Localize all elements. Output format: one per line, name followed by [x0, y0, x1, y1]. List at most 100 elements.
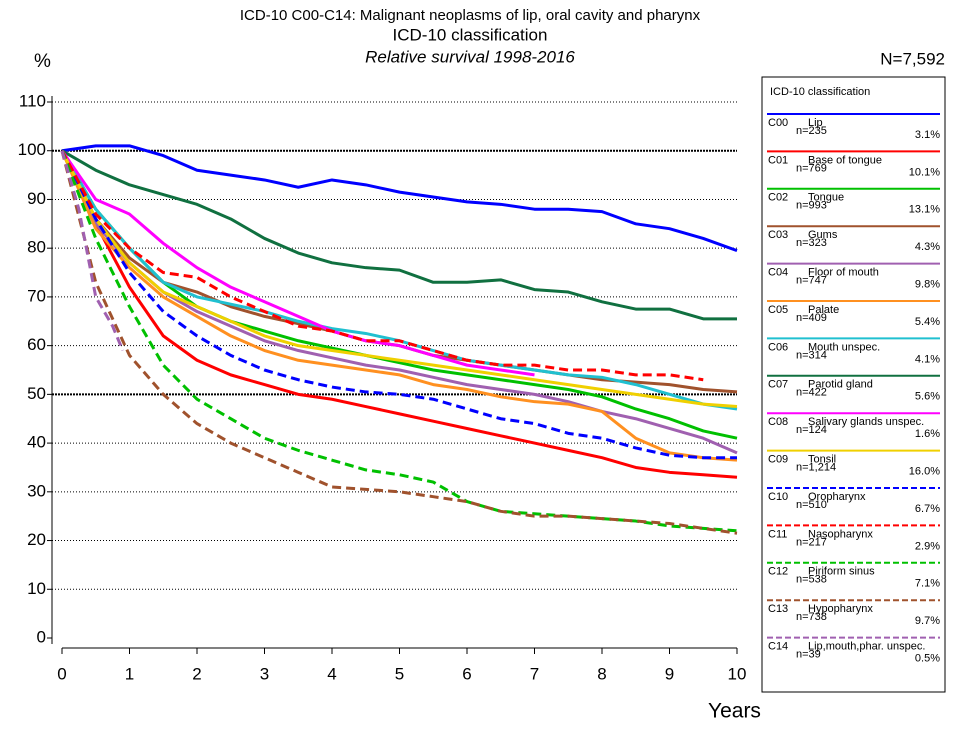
chart-subtitle: Relative survival 1998-2016 [365, 47, 575, 66]
legend-share: 0.5% [915, 653, 940, 665]
legend-code: C14 [768, 641, 788, 653]
y-tick-label: 70 [27, 286, 46, 305]
series-line [60, 150, 738, 535]
legend-label: Hypopharynx [808, 603, 873, 615]
x-tick-label: 7 [530, 664, 539, 683]
y-tick-label: 50 [27, 384, 46, 403]
legend-label: Gums [808, 229, 838, 241]
y-tick-label: 40 [27, 433, 46, 452]
chart-title: ICD-10 C00-C14: Malignant neoplasms of l… [240, 7, 701, 24]
legend-count: n=769 [796, 162, 827, 174]
legend-share: 13.1% [909, 204, 940, 216]
legend-count: n=510 [796, 499, 827, 511]
x-tick-label: 3 [260, 664, 269, 683]
legend-count: n=409 [796, 312, 827, 324]
x-tick-label: 9 [665, 664, 674, 683]
legend-code: C09 [768, 454, 788, 466]
legend-label: Oropharynx [808, 491, 866, 503]
x-tick-label: 10 [728, 664, 747, 683]
legend-box [761, 76, 946, 693]
series-line [60, 150, 738, 462]
y-tick-label: 20 [27, 530, 46, 549]
chart-subtitle: ICD-10 classification [393, 25, 548, 44]
legend-share: 5.4% [915, 316, 940, 328]
series-line [60, 150, 704, 382]
y-tick-label: 30 [27, 481, 46, 500]
legend-label: Parotid gland [808, 379, 873, 391]
legend-code: C05 [768, 304, 788, 316]
legend-code: C07 [768, 379, 788, 391]
legend-count: n=993 [796, 200, 827, 212]
legend-code: C03 [768, 229, 788, 241]
series-line [60, 150, 737, 460]
legend-count: n=217 [796, 536, 827, 548]
legend-label: Base of tongue [808, 154, 882, 166]
series-line [60, 149, 738, 440]
legend-code: C00 [768, 117, 788, 129]
x-tick-label: 1 [125, 664, 134, 683]
legend-share: 10.1% [909, 166, 940, 178]
legend-label: Salivary glands unspec. [808, 416, 924, 428]
legend-share: 1.6% [915, 428, 940, 440]
series-line [61, 144, 738, 253]
x-tick-label: 5 [395, 664, 404, 683]
legend-label: Mouth unspec. [808, 341, 880, 353]
legend-label: Palate [808, 304, 839, 316]
legend-count: n=323 [796, 237, 827, 249]
legend-share: 5.6% [915, 391, 940, 403]
legend-label: Lip,mouth,phar. unspec. [808, 641, 925, 653]
legend-code: C11 [768, 528, 787, 540]
y-tick-label: 10 [27, 579, 46, 598]
series-line [60, 149, 535, 377]
legend-share: 7.1% [915, 578, 940, 590]
x-axis-label: Years [708, 700, 761, 723]
legend-count: n=747 [796, 275, 827, 287]
legend-share: 16.0% [909, 466, 940, 478]
legend-code: C12 [768, 566, 788, 578]
legend-count: n=422 [796, 387, 827, 399]
total-count: N=7,592 [880, 49, 945, 68]
legend-code: C13 [768, 603, 788, 615]
legend-share: 2.9% [915, 540, 940, 552]
legend-count: n=314 [796, 349, 827, 361]
legend-label: Floor of mouth [808, 267, 879, 279]
legend-code: C02 [768, 192, 788, 204]
legend-title: ICD-10 classification [770, 86, 870, 98]
legend-count: n=124 [796, 424, 827, 436]
legend-count: n=1,214 [796, 462, 836, 474]
legend-label: Tonsil [808, 454, 836, 466]
x-tick-label: 8 [597, 664, 606, 683]
legend-share: 4.3% [915, 241, 940, 253]
legend-label: Lip [808, 117, 823, 129]
legend-count: n=39 [796, 649, 821, 661]
y-tick-label: 90 [27, 189, 46, 208]
series-line [61, 149, 737, 321]
legend-code: C01 [768, 154, 788, 166]
legend-count: n=738 [796, 611, 827, 623]
legend-share: 6.7% [915, 503, 940, 515]
legend-code: C06 [768, 341, 788, 353]
y-tick-label: 60 [27, 335, 46, 354]
legend-code: C04 [768, 267, 788, 279]
x-tick-label: 6 [462, 664, 471, 683]
series-line [60, 150, 738, 479]
legend-code: C08 [768, 416, 788, 428]
legend-share: 4.1% [915, 353, 940, 365]
x-tick-label: 2 [192, 664, 201, 683]
legend-share: 9.7% [915, 615, 940, 627]
legend-label: Piriform sinus [808, 566, 875, 578]
series-line [60, 150, 738, 409]
legend-count: n=235 [796, 125, 827, 137]
x-tick-label: 4 [327, 664, 336, 683]
legend-share: 9.8% [915, 279, 940, 291]
legend-label: Tongue [808, 192, 844, 204]
y-tick-label: 100 [18, 140, 46, 159]
legend-label: Nasopharynx [808, 528, 873, 540]
y-tick-label: 80 [27, 238, 46, 257]
legend-count: n=538 [796, 574, 827, 586]
y-tick-label: 0 [37, 627, 46, 646]
legend-share: 3.1% [915, 129, 940, 141]
x-tick-label: 0 [57, 664, 66, 683]
y-axis-label: % [34, 51, 51, 72]
